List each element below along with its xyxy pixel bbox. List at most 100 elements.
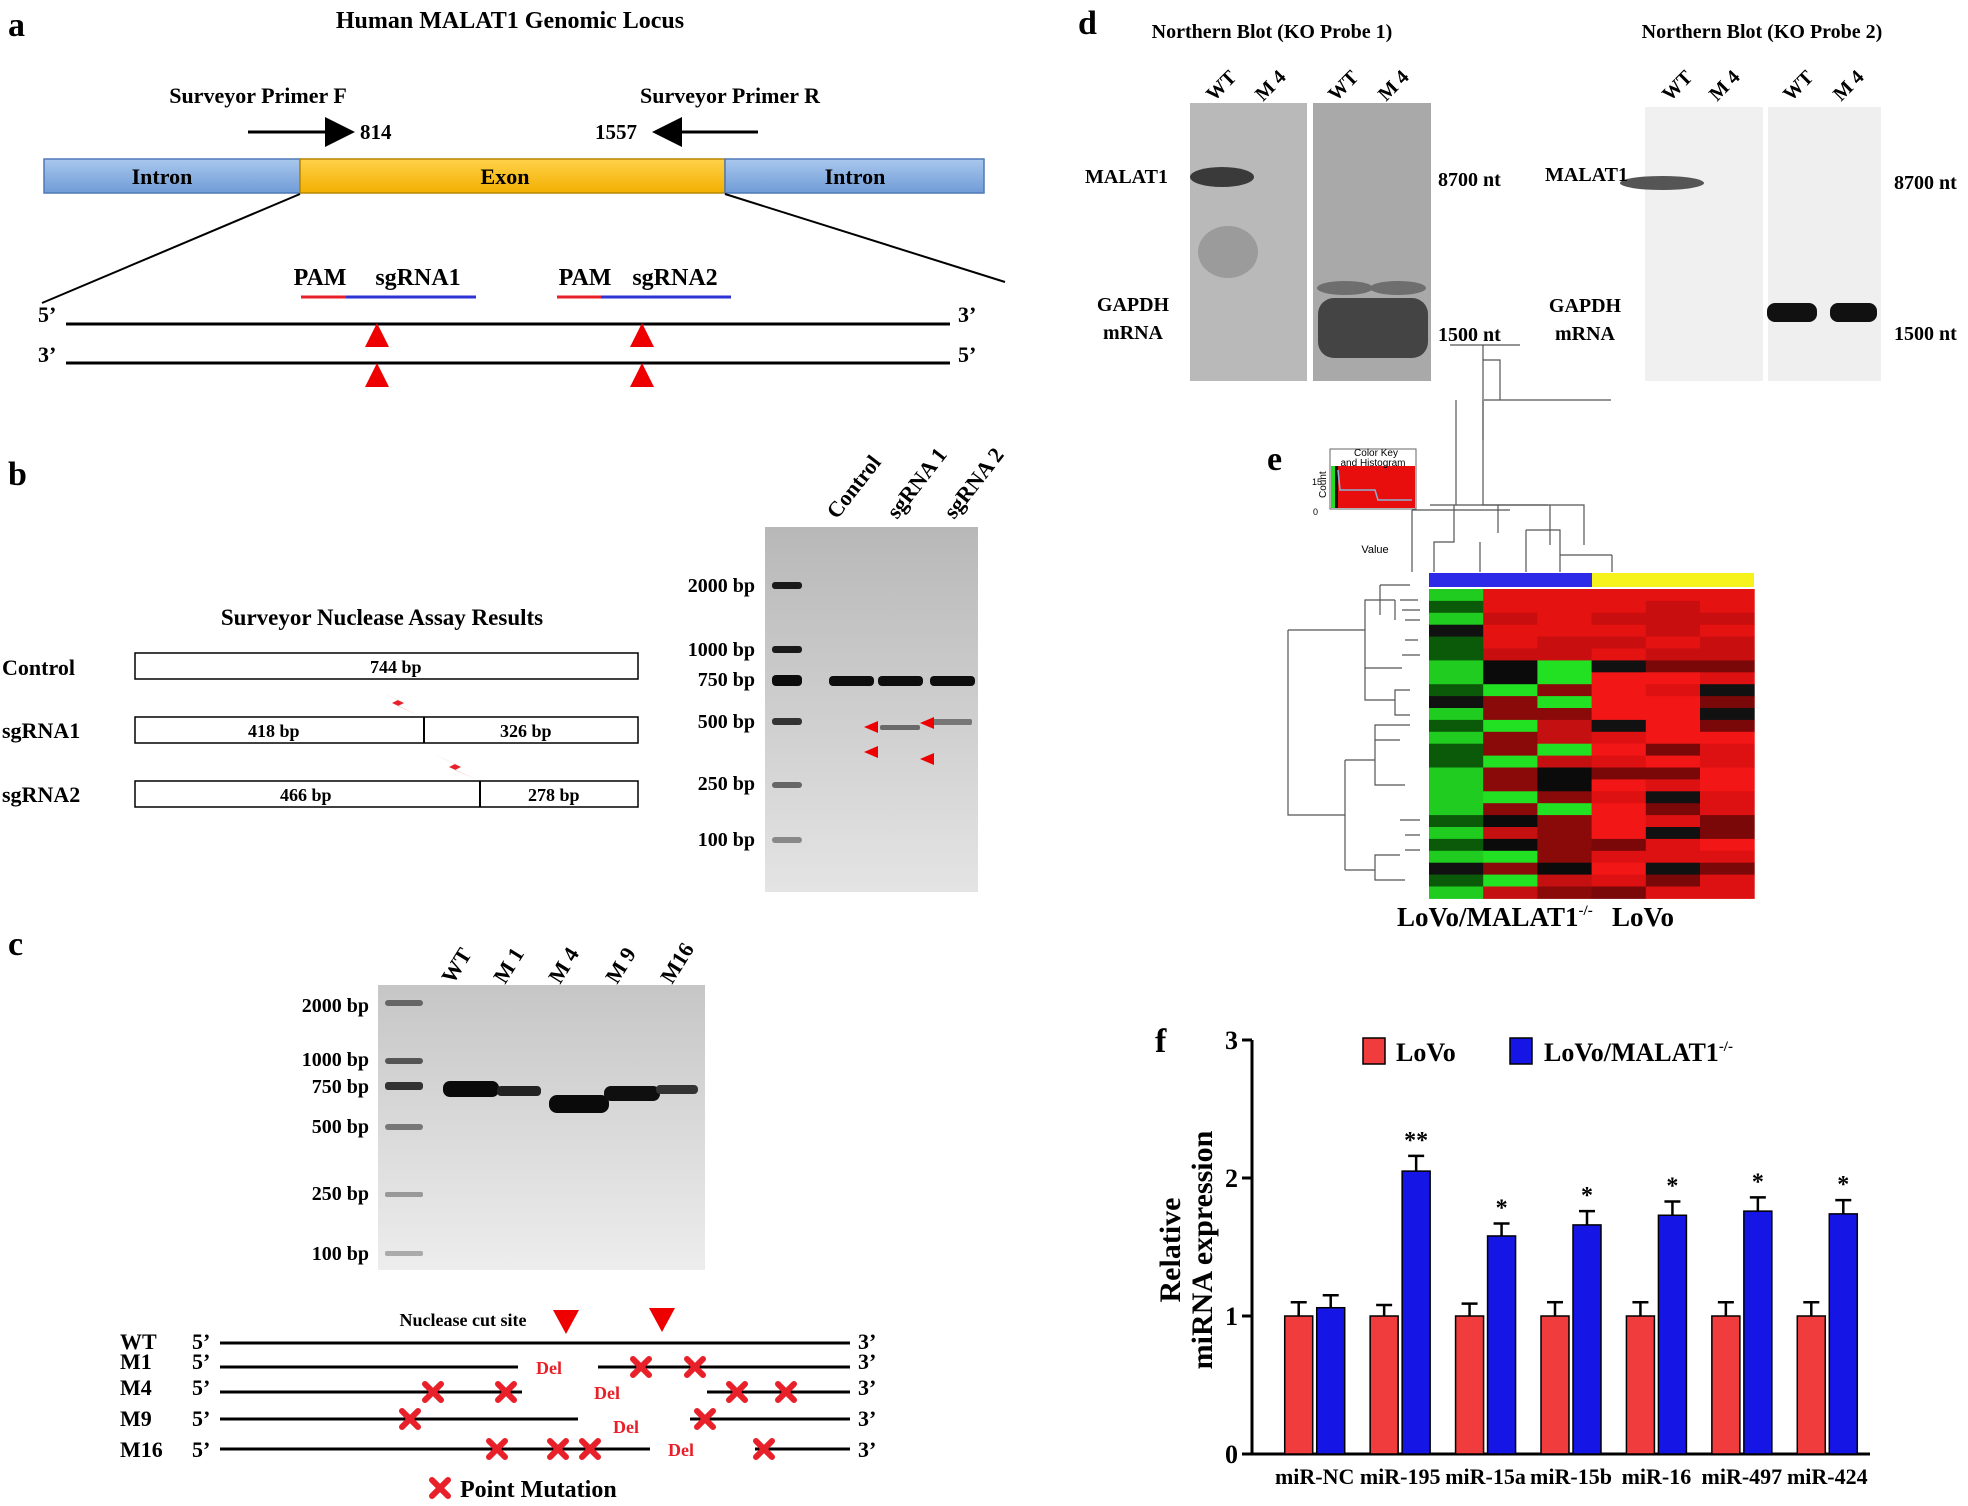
x-tick-label: miR-15a [1445, 1464, 1526, 1489]
heatmap-cell [1591, 803, 1647, 816]
strand-bottom-5prime: 5’ [958, 342, 976, 367]
heatmap-cell [1700, 743, 1755, 757]
blot2-lane-labels: WT M 4 WT M 4 [1658, 66, 1869, 106]
heatmap-cell [1483, 743, 1538, 757]
heatmap-cell [1591, 672, 1647, 685]
y-axis-label-line1: Relative [1154, 1198, 1187, 1303]
strand-m1-3prime: 3’ [858, 1349, 876, 1374]
heatmap-cell [1591, 660, 1647, 673]
bar-ko [1657, 1214, 1688, 1455]
heatmap-cell [1429, 589, 1484, 602]
heatmap-cell [1429, 779, 1484, 792]
heatmap-cell [1591, 779, 1647, 792]
y-axis-label-line2: miRNA expression [1186, 1130, 1219, 1369]
heatmap-cell [1645, 791, 1701, 804]
heatmap-cell [1591, 719, 1647, 733]
heatmap-cell [1429, 731, 1484, 745]
heatmap-cell [1429, 672, 1484, 685]
ladder-c-100: 100 bp [312, 1243, 369, 1265]
bar-lovo [1625, 1315, 1656, 1455]
heatmap-cell [1537, 612, 1593, 626]
significance-marker: * [1837, 1172, 1849, 1198]
heatmap-cell [1537, 696, 1593, 709]
significance-marker: * [1752, 1169, 1764, 1195]
gel-b-lane-control: Control [821, 450, 886, 523]
significance-marker: ** [1404, 1128, 1428, 1154]
heatmap-cell [1483, 791, 1538, 804]
heatmap-label-ko-sup: -/- [1579, 903, 1593, 919]
bar-ko [1486, 1235, 1517, 1455]
ladder-b-100: 100 bp [698, 829, 755, 851]
heatmap-cell [1429, 719, 1484, 733]
row-label-sgrna2: sgRNA2 [2, 782, 80, 807]
strand-label-m9: M9 [120, 1406, 152, 1431]
blot2-size-top: 8700 nt [1894, 172, 1957, 194]
del-label-m16: Del [668, 1440, 694, 1460]
heatmap-cell [1700, 600, 1755, 614]
sgrna1-label: sgRNA1 [375, 265, 460, 291]
heatmap-cell [1591, 708, 1647, 721]
heatmap-cell [1537, 743, 1593, 757]
blot1-lane-m4-b: M 4 [1374, 66, 1414, 106]
heatmap-cell [1645, 743, 1701, 757]
heatmap-cell [1429, 660, 1484, 673]
heatmap-cell [1429, 612, 1484, 626]
gel-b-bands [772, 582, 975, 843]
heatmap-cell [1645, 612, 1701, 626]
blot2-lane-wt-a: WT [1658, 66, 1698, 106]
blot1-malat1-label: MALAT1 [1085, 166, 1168, 188]
panel-c: c WT M 1 M 4 M 9 M16 2000 bp 1000 bp 750… [8, 926, 876, 1503]
strand-m9-3prime: 3’ [858, 1406, 876, 1431]
heatmap-cell [1429, 850, 1484, 864]
color-key-title: Color Key [1354, 448, 1398, 459]
heatmap-cell [1537, 684, 1593, 697]
ladder-b-2000: 2000 bp [688, 575, 755, 597]
color-key-value-label: Value [1361, 544, 1388, 556]
heatmap-cell [1645, 719, 1701, 733]
point-mutation-legend-icon [432, 1480, 448, 1496]
pam1-label: PAM [294, 265, 347, 291]
significance-marker: * [1496, 1196, 1508, 1222]
heatmap-cell [1645, 672, 1701, 685]
blot1-lane-m4-a: M 4 [1251, 66, 1291, 106]
heatmap-cell [1645, 767, 1701, 780]
blot2-lane-wt-b: WT [1779, 66, 1819, 106]
ladder-c-750: 750 bp [312, 1076, 369, 1098]
heatmap-cell [1591, 600, 1647, 614]
bar-lovo [1540, 1315, 1570, 1455]
gel-b-lane-labels: Control sgRNA 1 sgRNA 2 [821, 443, 1009, 523]
cut-arrowhead-2b [630, 363, 654, 387]
heatmap-cell [1591, 838, 1647, 852]
heatmap-cell [1591, 648, 1647, 661]
heatmap-cell [1591, 696, 1647, 709]
blot2-size-bottom: 1500 nt [1894, 323, 1957, 345]
heatmap-cell [1591, 684, 1647, 697]
panel-letter-c: c [8, 926, 23, 963]
strand-m1: M1 5’ 3’ Del [120, 1349, 876, 1378]
heatmap-cell [1591, 850, 1647, 864]
heatmap-cell [1537, 886, 1593, 899]
strand-label-m16: M16 [120, 1437, 163, 1462]
heatmap-cell [1483, 827, 1538, 840]
blot2-lane-m4-b: M 4 [1829, 66, 1869, 106]
blot1-title: Northern Blot (KO Probe 1) [1152, 21, 1393, 43]
strand-m9: M9 5’ 3’ Del [120, 1406, 876, 1437]
heatmap-cell [1645, 874, 1701, 887]
ladder-c-500: 500 bp [312, 1116, 369, 1138]
gel-c-lane-m4: M 4 [543, 943, 584, 988]
strand-wt: WT 5’ 3’ [120, 1329, 876, 1354]
heatmap-cell [1591, 767, 1647, 780]
row-label-sgrna1: sgRNA1 [2, 718, 80, 743]
heatmap-cell [1700, 827, 1755, 840]
cut-site-label: Nuclease cut site [400, 1310, 527, 1330]
heatmap-cell [1700, 791, 1755, 804]
heatmap-cell [1591, 862, 1647, 876]
heatmap-cell [1645, 684, 1701, 697]
heatmap-cell [1700, 672, 1755, 685]
strand-m4-5prime: 5’ [192, 1375, 210, 1400]
lightning-icon-sgrna1 [373, 688, 420, 716]
panel-letter-d: d [1078, 5, 1097, 42]
heatmap-cell [1700, 660, 1755, 673]
